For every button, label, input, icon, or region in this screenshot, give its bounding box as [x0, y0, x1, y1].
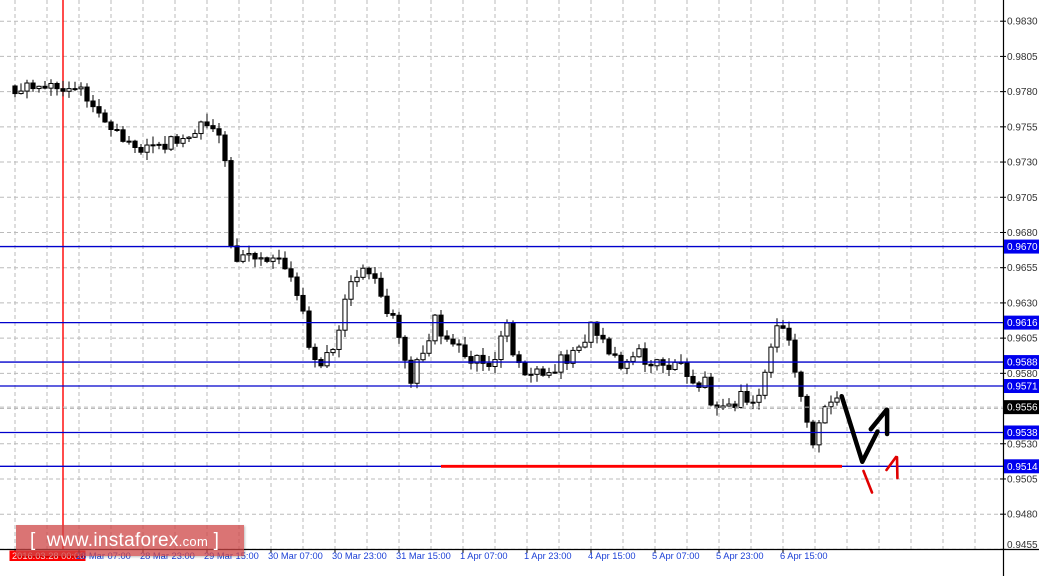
svg-text:1 Apr 23:00: 1 Apr 23:00 — [524, 551, 572, 561]
svg-text:0.9514: 0.9514 — [1007, 462, 1038, 473]
svg-text:1 Apr 07:00: 1 Apr 07:00 — [460, 551, 508, 561]
svg-text:0.9730: 0.9730 — [1007, 158, 1038, 169]
svg-text:30 Mar 23:00: 30 Mar 23:00 — [332, 551, 387, 561]
svg-text:0.9616: 0.9616 — [1007, 318, 1038, 329]
svg-text:0.9588: 0.9588 — [1007, 358, 1038, 369]
svg-text:0.9830: 0.9830 — [1007, 17, 1038, 28]
svg-text:0.9680: 0.9680 — [1007, 228, 1038, 239]
svg-text:0.9530: 0.9530 — [1007, 439, 1038, 450]
svg-text:5 Apr 07:00: 5 Apr 07:00 — [652, 551, 700, 561]
svg-text:4 Apr 15:00: 4 Apr 15:00 — [588, 551, 636, 561]
svg-text:0.9670: 0.9670 — [1007, 242, 1038, 253]
svg-text:0.9805: 0.9805 — [1007, 52, 1038, 63]
svg-text:0.9538: 0.9538 — [1007, 428, 1038, 439]
svg-text:0.9630: 0.9630 — [1007, 298, 1038, 309]
svg-text:0.9455: 0.9455 — [1007, 540, 1038, 551]
svg-text:5 Apr 23:00: 5 Apr 23:00 — [716, 551, 764, 561]
svg-text:0.9605: 0.9605 — [1007, 334, 1038, 345]
svg-text:0.9755: 0.9755 — [1007, 122, 1038, 133]
svg-text:0.9705: 0.9705 — [1007, 193, 1038, 204]
svg-text:6 Apr 15:00: 6 Apr 15:00 — [780, 551, 828, 561]
svg-text:0.9505: 0.9505 — [1007, 474, 1038, 485]
svg-text:0.9556: 0.9556 — [1007, 403, 1038, 414]
svg-text:0.9571: 0.9571 — [1007, 382, 1038, 393]
svg-text:0.9655: 0.9655 — [1007, 263, 1038, 274]
svg-text:0.9780: 0.9780 — [1007, 87, 1038, 98]
svg-text:0.9480: 0.9480 — [1007, 510, 1038, 521]
svg-text:30 Mar 07:00: 30 Mar 07:00 — [268, 551, 323, 561]
svg-text:0.9580: 0.9580 — [1007, 369, 1038, 380]
svg-text:31 Mar 15:00: 31 Mar 15:00 — [396, 551, 451, 561]
